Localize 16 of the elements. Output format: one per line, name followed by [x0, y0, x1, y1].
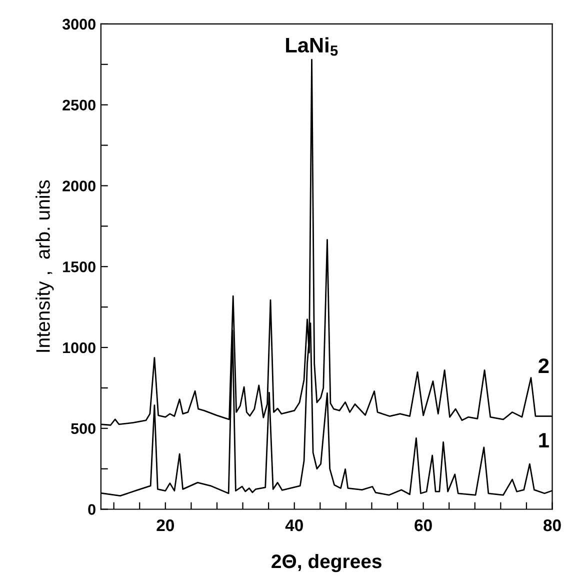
x-tick-label: 60 [414, 519, 432, 532]
series-label: 1 [539, 433, 549, 448]
x-tick-label: 40 [285, 519, 303, 532]
y-tick-label: 500 [71, 423, 96, 434]
y-tick-label: 1000 [63, 342, 96, 354]
y-tick-label: 2500 [62, 100, 96, 111]
x-axis-title: 2Θ, degrees [272, 554, 382, 572]
annotation: LaNi$_{5}$ [286, 37, 338, 56]
x-tick-label: 80 [544, 519, 561, 532]
y-tick-label: 1500 [63, 261, 96, 272]
y-axis-title: Intensity , arb. units [36, 180, 54, 352]
x-tick-label: 20 [156, 519, 174, 532]
y-tick-label: 2000 [62, 180, 96, 192]
series-label: 2 [538, 358, 549, 374]
y-tick-label: 3000 [62, 18, 96, 30]
y-tick-label: 0 [88, 504, 96, 515]
